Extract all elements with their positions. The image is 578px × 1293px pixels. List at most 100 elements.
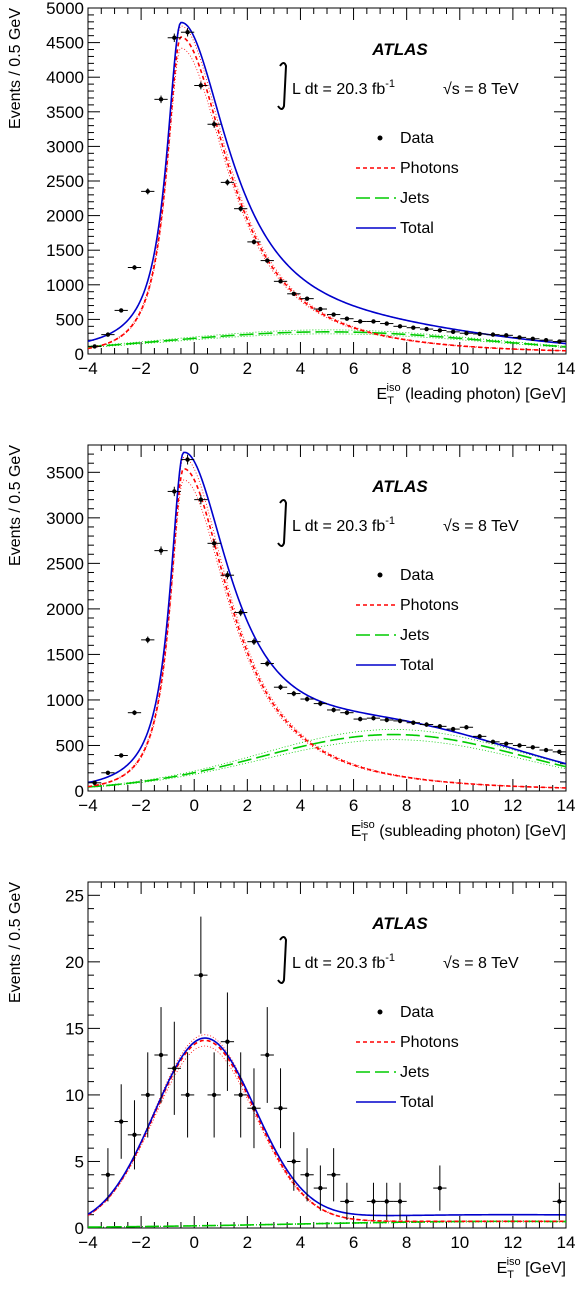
- data-point: [101, 770, 115, 775]
- data-point: [154, 1007, 168, 1103]
- y-tick-label: 15: [65, 1019, 84, 1038]
- data-marker: [92, 780, 97, 786]
- data-marker: [132, 710, 137, 715]
- data-point: [260, 660, 274, 667]
- x-tick-label: 8: [402, 359, 411, 378]
- data-point: [114, 753, 128, 758]
- data-point: [287, 1132, 301, 1191]
- jet-band-low: [88, 739, 566, 788]
- data-point: [234, 1052, 248, 1138]
- data-point: [207, 539, 221, 548]
- data-point: [220, 571, 235, 580]
- data-marker: [291, 1159, 297, 1164]
- y-tick-label: 2500: [46, 172, 84, 191]
- data-marker: [357, 716, 363, 722]
- data-marker: [517, 335, 522, 340]
- data-point: [446, 726, 460, 732]
- data-point: [194, 81, 208, 90]
- plot-area: [88, 451, 566, 789]
- data-point: [247, 239, 261, 245]
- data-marker: [118, 753, 124, 758]
- data-marker: [437, 724, 443, 729]
- photon-band-low: [88, 47, 566, 352]
- data-point: [380, 1182, 394, 1221]
- data-marker: [92, 344, 97, 349]
- data-marker: [105, 332, 111, 337]
- x-tick-label: 4: [296, 796, 305, 815]
- lumi-sup: -1: [385, 78, 395, 90]
- data-point: [433, 1165, 447, 1211]
- data-marker: [331, 312, 336, 317]
- data-marker: [145, 1092, 150, 1098]
- data-point: [167, 486, 181, 497]
- data-marker: [504, 741, 509, 746]
- data-marker: [557, 1199, 562, 1204]
- data-marker: [185, 1092, 190, 1098]
- jets-curve: [88, 733, 566, 788]
- data-point: [207, 120, 221, 128]
- data-point: [473, 331, 487, 337]
- data-marker: [530, 336, 536, 341]
- data-point: [287, 291, 301, 296]
- data-marker: [384, 717, 389, 723]
- data-point: [539, 337, 553, 343]
- y-tick-label: 0: [75, 345, 84, 364]
- legend-total-label: Total: [400, 220, 434, 237]
- data-point: [273, 1068, 288, 1149]
- data-marker: [158, 97, 164, 102]
- data-marker: [291, 291, 297, 296]
- data-point: [393, 324, 407, 329]
- data-marker: [437, 328, 443, 333]
- legend: Data Photons Jets Total: [356, 1004, 459, 1111]
- data-point: [552, 339, 566, 344]
- x-tick-label: 0: [189, 359, 198, 378]
- legend: Data Photons Jets Total: [356, 130, 459, 237]
- sqrt-symbol: √: [443, 955, 452, 972]
- data-marker: [543, 337, 549, 343]
- x-axis-label-sub: T: [507, 1269, 514, 1281]
- data-point: [127, 265, 142, 270]
- data-point: [247, 1068, 261, 1149]
- data-point: [552, 1182, 566, 1221]
- data-marker: [172, 1066, 177, 1071]
- x-tick-label: 14: [557, 796, 576, 815]
- data-marker: [251, 239, 257, 245]
- data-marker: [318, 1185, 323, 1191]
- data-marker: [158, 1052, 164, 1058]
- x-tick-label: 8: [402, 1233, 411, 1252]
- data-point: [101, 332, 115, 337]
- data-point: [300, 696, 314, 702]
- energy-label: √s = 8 TeV: [443, 518, 519, 535]
- data-marker: [225, 180, 230, 185]
- photon-band-low: [88, 1045, 566, 1222]
- x-tick-label: 10: [450, 796, 469, 815]
- data-point: [167, 1021, 181, 1115]
- data-point: [88, 780, 102, 786]
- lumi-sup: -1: [385, 515, 395, 527]
- data-point: [327, 1148, 341, 1202]
- sqrt-symbol: √: [443, 518, 452, 535]
- total-curve: [88, 451, 566, 784]
- y-tick-label: 1000: [46, 276, 84, 295]
- legend-jets-label: Jets: [400, 1064, 429, 1081]
- x-tick-label: −4: [78, 796, 97, 815]
- data-marker: [185, 30, 190, 35]
- data-point: [313, 306, 327, 312]
- data-point: [393, 1182, 407, 1221]
- data-point: [247, 638, 261, 645]
- data-point: [340, 1182, 354, 1221]
- energy-text: s = 8 TeV: [452, 955, 519, 972]
- x-tick-label: 2: [243, 1233, 252, 1252]
- data-marker: [265, 1052, 270, 1058]
- data-point: [512, 743, 527, 748]
- data-marker: [424, 326, 429, 332]
- data-point: [154, 95, 168, 104]
- data-point: [552, 749, 566, 755]
- data-point: [526, 336, 540, 341]
- legend-photons-label: Photons: [400, 597, 459, 614]
- data-marker: [251, 639, 257, 644]
- data-point: [406, 325, 420, 330]
- y-axis-label: Events / 0.5 GeV: [7, 882, 24, 1003]
- data-marker: [304, 1172, 310, 1177]
